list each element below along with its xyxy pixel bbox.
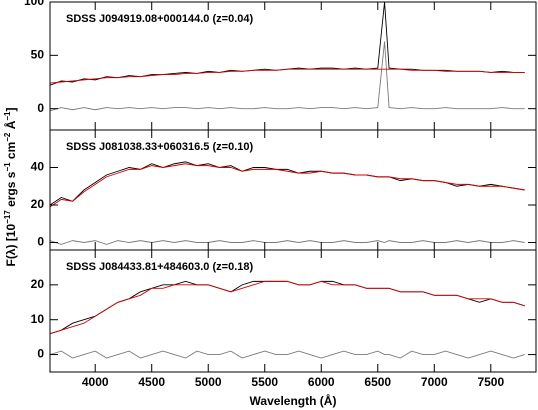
y-axis-label-part: −17: [3, 210, 12, 224]
y-tick-label: 10: [31, 312, 45, 326]
y-tick-label: 0: [37, 347, 44, 361]
spectrum-line: [50, 240, 525, 245]
x-tick-label: 6500: [364, 375, 391, 389]
spectrum-line: [50, 2, 525, 86]
panel-title: SDSS J081038.33+060316.5 (z=0.10): [66, 141, 253, 153]
y-axis-label-part: −1: [3, 162, 12, 172]
y-axis-label-part: cm: [4, 142, 18, 163]
spectrum-line: [50, 280, 525, 335]
spectrum-line: [50, 68, 525, 84]
y-axis-label: F(λ) [10−17 ergs s−1 cm−2 Å−1]: [3, 107, 19, 266]
x-tick-label: 4500: [138, 375, 165, 389]
x-tick-label: 4000: [82, 375, 109, 389]
x-tick-label: 5500: [251, 375, 278, 389]
y-tick-label: 0: [37, 101, 44, 115]
x-tick-label: 7500: [477, 375, 504, 389]
y-tick-label: 40: [31, 160, 45, 174]
spectrum-line: [50, 350, 525, 359]
frame: [49, 249, 537, 373]
y-tick-label: 20: [31, 277, 45, 291]
spectrum-line: [50, 163, 525, 208]
y-tick-label: 50: [31, 48, 45, 62]
y-tick-label: 0: [37, 235, 44, 249]
spectrum-line: [50, 280, 525, 335]
y-axis-label-part: ]: [4, 107, 18, 111]
y-axis-label-part: F(λ) [10: [4, 224, 18, 267]
y-tick-label: 20: [31, 197, 45, 211]
y-tick-label: 100: [24, 0, 44, 8]
y-axis-label-part: ergs s: [4, 171, 18, 210]
panel-title: SDSS J084433.81+484603.0 (z=0.18): [66, 261, 253, 273]
x-tick-label: 6000: [308, 375, 335, 389]
x-axis-label: Wavelength (Å): [250, 393, 337, 408]
y-axis-label-part: −2: [3, 132, 12, 142]
spectrum-line: [50, 41, 525, 112]
y-axis-label-part: −1: [3, 111, 12, 121]
y-axis-label-part: Å: [3, 120, 18, 132]
x-tick-label: 5000: [195, 375, 222, 389]
x-tick-label: 7000: [421, 375, 448, 389]
panel-title: SDSS J094919.08+000144.0 (z=0.04): [66, 13, 253, 25]
